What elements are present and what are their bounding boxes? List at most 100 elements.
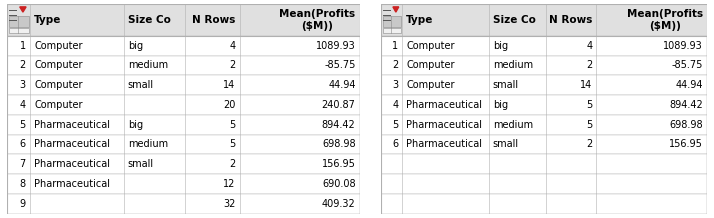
Text: 894.42: 894.42 [669,100,703,110]
Text: 2: 2 [229,159,236,169]
Text: Computer: Computer [406,41,455,51]
Bar [383,16,401,27]
Text: Computer: Computer [406,60,455,70]
Bar [381,4,707,36]
Text: 7: 7 [19,159,26,169]
Text: 14: 14 [580,80,592,90]
Bar [9,16,29,27]
Text: 4: 4 [20,100,26,110]
Text: 698.98: 698.98 [322,140,356,150]
Text: 240.87: 240.87 [322,100,356,110]
Text: 4: 4 [393,100,398,110]
Text: 44.94: 44.94 [328,80,356,90]
Text: big: big [128,41,143,51]
Bar [383,28,401,33]
Bar [381,75,707,95]
Polygon shape [393,7,399,12]
Text: Mean(Profits
($M)): Mean(Profits ($M)) [279,9,356,31]
Text: 5: 5 [19,120,26,130]
Bar [7,4,360,36]
Bar [381,56,707,75]
Text: 156.95: 156.95 [322,159,356,169]
Text: 1: 1 [393,41,398,51]
Text: 20: 20 [223,100,236,110]
Text: 698.98: 698.98 [669,120,703,130]
Bar [7,95,360,115]
Text: Size Co: Size Co [493,15,536,25]
Text: 6: 6 [20,140,26,150]
Bar [7,56,360,75]
Text: Pharmaceutical: Pharmaceutical [406,100,483,110]
Bar [7,115,360,135]
Text: medium: medium [128,60,168,70]
Text: 2: 2 [229,60,236,70]
Text: 5: 5 [586,100,592,110]
Text: medium: medium [493,120,533,130]
Text: 2: 2 [586,60,592,70]
Bar [381,95,707,115]
Bar [7,194,360,214]
Text: big: big [493,100,508,110]
Text: 2: 2 [586,140,592,150]
Text: N Rows: N Rows [192,15,236,25]
Bar [381,154,707,174]
Text: 12: 12 [223,179,236,189]
Text: N Rows: N Rows [549,15,592,25]
Text: small: small [493,140,519,150]
Text: 1089.93: 1089.93 [663,41,703,51]
Text: medium: medium [128,140,168,150]
Text: Pharmaceutical: Pharmaceutical [34,159,110,169]
Bar [381,115,707,135]
Bar [9,28,29,33]
Text: big: big [493,41,508,51]
Text: 3: 3 [20,80,26,90]
Text: Computer: Computer [406,80,455,90]
Text: -85.75: -85.75 [672,60,703,70]
Text: Type: Type [34,15,61,25]
Text: 3: 3 [393,80,398,90]
Text: 156.95: 156.95 [669,140,703,150]
Text: Computer: Computer [34,100,83,110]
Text: small: small [128,159,154,169]
Bar [7,174,360,194]
Text: small: small [128,80,154,90]
Polygon shape [20,7,26,12]
Bar [381,135,707,154]
Text: Type: Type [406,15,433,25]
Text: Pharmaceutical: Pharmaceutical [34,140,110,150]
Text: 9: 9 [20,199,26,209]
Text: 5: 5 [392,120,398,130]
Text: Pharmaceutical: Pharmaceutical [406,140,483,150]
Text: 4: 4 [230,41,236,51]
Bar [7,154,360,174]
Text: Computer: Computer [34,60,83,70]
Text: Pharmaceutical: Pharmaceutical [34,120,110,130]
Text: -85.75: -85.75 [324,60,356,70]
Text: 44.94: 44.94 [675,80,703,90]
Text: Pharmaceutical: Pharmaceutical [34,179,110,189]
Bar [381,36,707,56]
Text: big: big [128,120,143,130]
Bar [381,194,707,214]
Text: Size Co: Size Co [128,15,171,25]
Text: 8: 8 [20,179,26,189]
Bar [7,75,360,95]
Bar [7,36,360,56]
Text: 5: 5 [229,140,236,150]
Text: Mean(Profits
($M)): Mean(Profits ($M)) [627,9,703,31]
Text: Computer: Computer [34,41,83,51]
Text: 1: 1 [20,41,26,51]
Text: 5: 5 [586,120,592,130]
Text: Computer: Computer [34,80,83,90]
Bar [7,135,360,154]
Text: 14: 14 [223,80,236,90]
Text: 4: 4 [586,41,592,51]
Text: 409.32: 409.32 [322,199,356,209]
Text: 690.08: 690.08 [322,179,356,189]
Text: 2: 2 [392,60,398,70]
Text: medium: medium [493,60,533,70]
Text: Pharmaceutical: Pharmaceutical [406,120,483,130]
Text: 32: 32 [223,199,236,209]
Bar [381,174,707,194]
Text: 6: 6 [393,140,398,150]
